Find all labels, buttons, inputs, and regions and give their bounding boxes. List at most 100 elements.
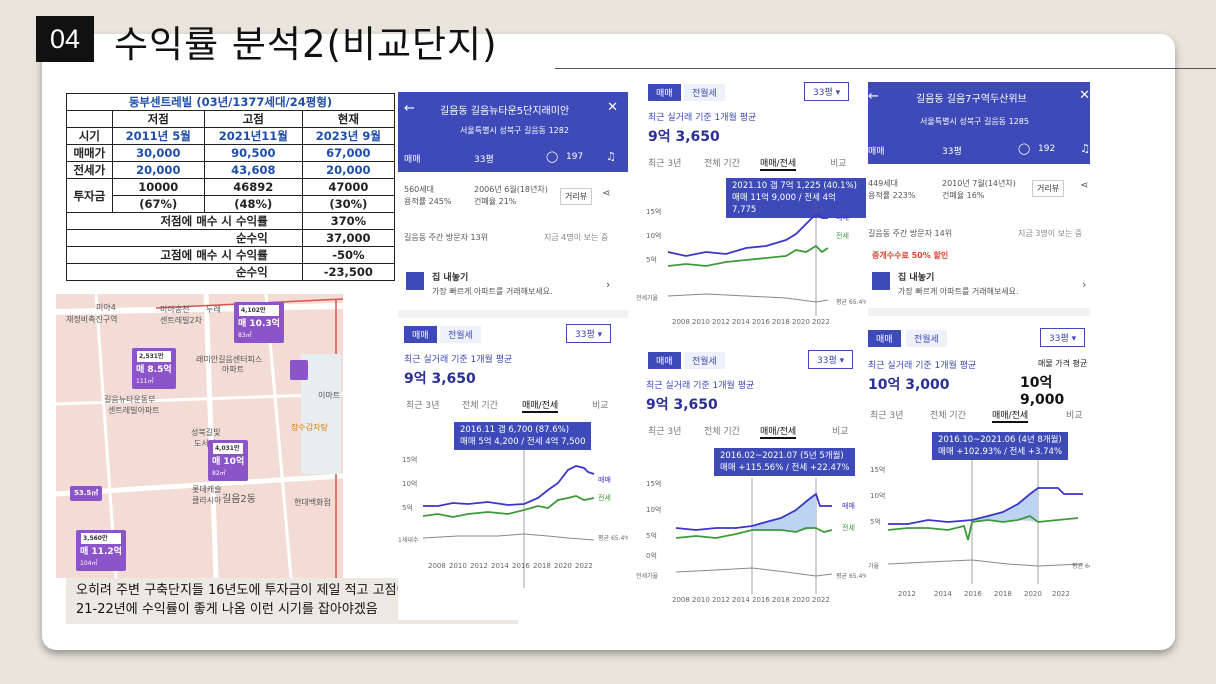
sell-home-desc: 가장 빠르게 아파트를 거래해보세요. — [898, 287, 1019, 296]
tab-3y[interactable]: 최근 3년 — [870, 411, 904, 421]
tab-3y[interactable]: 최근 3년 — [648, 427, 682, 437]
tab-all[interactable]: 전체 기간 — [930, 411, 966, 421]
tab-sale[interactable]: 매매 — [648, 352, 681, 369]
size-select[interactable]: 33평 — [942, 147, 962, 157]
vol-label: 전세가율 — [636, 572, 659, 580]
sell-home-title[interactable]: 집 내놓기 — [898, 273, 935, 283]
sale-line — [423, 465, 595, 507]
cell: 43,608 — [203, 161, 303, 179]
tab-3y[interactable]: 최근 3년 — [648, 159, 682, 169]
comment-icon[interactable]: ◯ — [1018, 142, 1031, 155]
legend-sale: 매매 — [842, 502, 855, 510]
back-icon[interactable]: ← — [868, 89, 879, 104]
comment-icon[interactable]: ◯ — [546, 150, 559, 163]
chevron-right-icon[interactable]: › — [606, 278, 611, 291]
avg-ratio: 평균 64.6% — [1072, 562, 1090, 570]
map-marker[interactable]: 2,531만 매 8.5억 111㎡ — [132, 348, 176, 389]
street-view-button[interactable]: 거리뷰 — [560, 188, 593, 205]
tab-compare[interactable]: 비교 — [592, 401, 609, 411]
col-head: 현재 — [301, 110, 396, 128]
home-icon — [872, 272, 890, 290]
lease-line — [667, 244, 829, 267]
tab-sale[interactable]: 매매 — [404, 326, 437, 343]
map-marker[interactable]: 4,031만 매 10억 82㎡ — [208, 440, 249, 481]
tab-sale-lease[interactable]: 매매/전세 — [760, 156, 797, 171]
tab-3y[interactable]: 최근 3년 — [406, 401, 440, 411]
tab-sale[interactable]: 매매 — [868, 330, 901, 347]
sell-home-title[interactable]: 집 내놓기 — [432, 273, 469, 283]
tab-lease[interactable]: 전월세 — [906, 330, 947, 347]
tab-compare[interactable]: 비교 — [830, 159, 847, 169]
y-tick: 5억 — [646, 532, 657, 540]
ratio-line — [887, 559, 1084, 567]
avg-price: 9억 3,650 — [404, 371, 476, 387]
size-dropdown[interactable]: 33평 ▾ — [808, 350, 854, 369]
close-icon[interactable]: ✕ — [1079, 88, 1090, 103]
price-subtitle: 최근 실거래 기준 1개월 평균 — [404, 355, 513, 365]
cell: 20,000 — [111, 161, 205, 179]
street-view-button[interactable]: 거리뷰 — [1032, 180, 1065, 197]
cell: 20,000 — [301, 161, 396, 179]
bell-icon[interactable]: ♫ — [606, 150, 616, 163]
map-view[interactable]: 미아4 재정비촉진구역 미아송천 센트레빌2차 두레 래미안길음센터피스 아파트… — [56, 294, 343, 578]
y-tick: 5억 — [402, 504, 413, 512]
map-label: 클라시아 — [192, 496, 222, 505]
summary-value: 370% — [301, 212, 396, 230]
bell-icon[interactable]: ♫ — [1080, 142, 1090, 155]
size-dropdown[interactable]: 33평 ▾ — [566, 324, 612, 343]
back-icon[interactable]: ← — [404, 101, 415, 116]
far: 용적률 223% — [868, 191, 916, 200]
avg-ratio: 평균 65.4% — [598, 534, 628, 542]
tab-all[interactable]: 전체 기간 — [462, 401, 498, 411]
x-tick: 2008 — [672, 318, 690, 326]
size-select[interactable]: 33평 — [474, 155, 494, 165]
panel-header — [398, 92, 628, 172]
map-label: 센트레빌2차 — [160, 316, 202, 325]
row-label: 매매가 — [66, 144, 113, 162]
map-marker[interactable] — [290, 360, 308, 380]
tab-compare[interactable]: 비교 — [1066, 411, 1083, 421]
tab-sale-lease[interactable]: 매매/전세 — [992, 408, 1029, 423]
summary-value: 37,000 — [301, 229, 396, 247]
x-tick: 2010 — [449, 562, 467, 570]
tab-compare[interactable]: 비교 — [832, 427, 849, 437]
tab-lease[interactable]: 전월세 — [684, 84, 725, 101]
tab-sale-lease[interactable]: 매매/전세 — [760, 424, 797, 439]
map-label: 성북길빛 — [191, 428, 221, 437]
sale-line — [675, 492, 832, 531]
x-tick: 2022 — [1052, 590, 1070, 598]
tab-sale[interactable]: 매매 — [648, 84, 681, 101]
trade-select[interactable]: 매매 — [868, 147, 885, 157]
cell: 67,000 — [301, 144, 396, 162]
chevron-right-icon[interactable]: › — [1082, 278, 1087, 291]
ratio-line — [667, 293, 829, 303]
summary-label: 고점에 매수 시 수익률 — [66, 246, 303, 264]
tab-all[interactable]: 전체 기간 — [704, 159, 740, 169]
households: 560세대 — [404, 185, 434, 194]
y-tick: 10억 — [646, 506, 661, 514]
y-tick: 15억 — [402, 456, 417, 464]
trade-select[interactable]: 매매 — [404, 155, 421, 165]
x-tick: 2016 — [752, 596, 770, 604]
map-marker[interactable]: 53.5㎡ — [70, 486, 103, 501]
close-icon[interactable]: ✕ — [607, 100, 618, 115]
apt-address: 서울특별시 성북구 길음동 1285 — [920, 117, 1029, 126]
gain-area — [972, 488, 1038, 522]
tab-lease[interactable]: 전월세 — [684, 352, 725, 369]
col-head: 고점 — [203, 110, 303, 128]
size-dropdown[interactable]: 33평 ▾ — [804, 82, 850, 101]
tab-all[interactable]: 전체 기간 — [704, 427, 740, 437]
x-tick: 2014 — [732, 596, 750, 604]
share-icon[interactable]: ⋖ — [602, 188, 611, 199]
apt-address: 서울특별시 성북구 길음동 1282 — [460, 126, 569, 135]
tab-sale-lease[interactable]: 매매/전세 — [522, 398, 559, 413]
size-dropdown[interactable]: 33평 ▾ — [1040, 328, 1086, 347]
map-marker[interactable]: 4,102만 매 10.3억 83㎡ — [234, 302, 284, 343]
share-icon[interactable]: ⋖ — [1080, 180, 1089, 191]
avg-price: 10억 3,000 — [868, 377, 950, 393]
comment-count: 192 — [1038, 144, 1056, 154]
map-label: 두레 — [206, 305, 221, 314]
tab-lease[interactable]: 전월세 — [440, 326, 481, 343]
map-marker[interactable]: 3,560만 매 11.2억 104㎡ — [76, 530, 126, 571]
x-tick: 2018 — [994, 590, 1012, 598]
